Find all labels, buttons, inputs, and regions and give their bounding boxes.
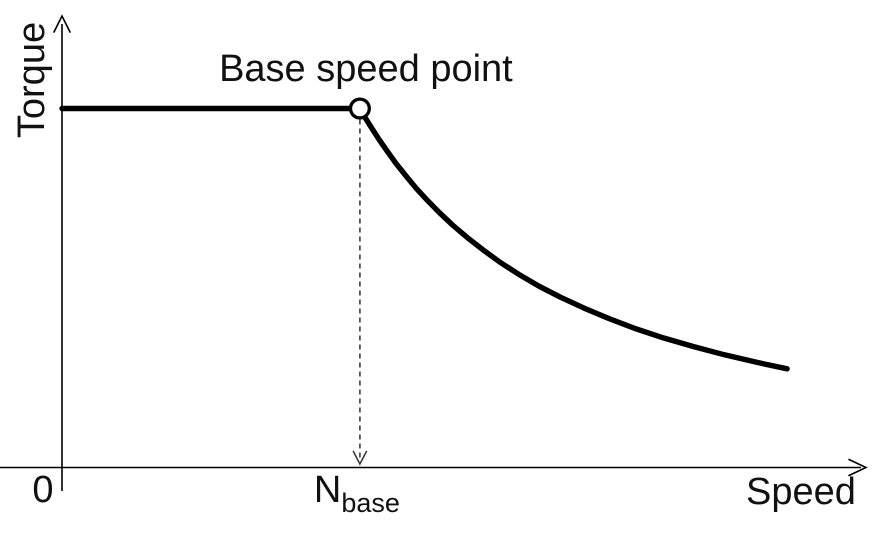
dropline-arrowhead — [352, 450, 368, 466]
y-axis — [53, 14, 71, 491]
x-tick-subscript: base — [341, 488, 400, 518]
origin-label: 0 — [32, 469, 54, 511]
base-speed-label: Base speed point — [219, 48, 513, 90]
field-weakening-curve — [357, 105, 790, 372]
x-tick-nbase: Nbase — [314, 468, 400, 519]
base-speed-marker — [348, 97, 371, 120]
y-axis-arrowhead — [53, 14, 71, 33]
x-axis — [0, 458, 868, 477]
x-tick-main: N — [313, 469, 342, 511]
x-axis-arrowhead — [848, 458, 868, 477]
x-axis-label: Speed — [746, 471, 856, 513]
y-axis-label: Torque — [11, 21, 54, 139]
